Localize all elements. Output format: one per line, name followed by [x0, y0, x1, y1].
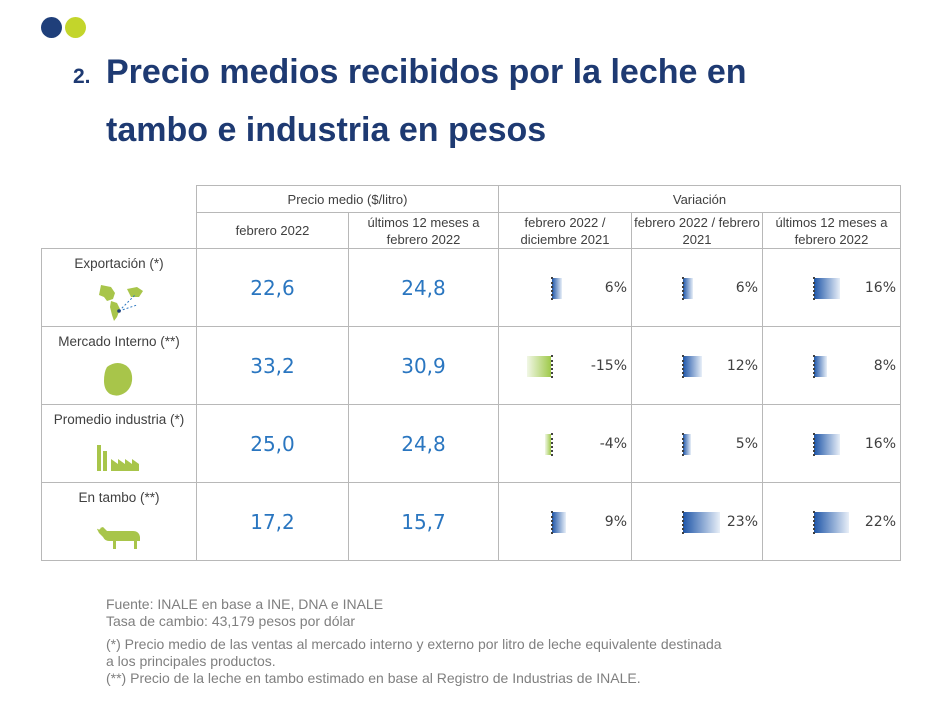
price-12-months: 24,8: [348, 404, 499, 483]
variation-percent: 16%: [864, 436, 896, 452]
section-number: 2.: [73, 65, 91, 88]
variation-cell: 6%: [498, 248, 632, 327]
bar-axis: [813, 277, 815, 300]
price-feb-2022: 17,2: [196, 482, 349, 561]
col-header-var-dec: febrero 2022 / diciembre 2021: [498, 212, 632, 249]
variation-percent: 6%: [604, 280, 627, 296]
bar-axis: [551, 277, 553, 300]
group-header-variation: Variación: [498, 185, 901, 213]
footnotes: Fuente: INALE en base a INE, DNA e INALE…: [106, 596, 722, 687]
variation-cell: 22%: [762, 482, 901, 561]
row-label: Mercado Interno (**): [58, 334, 180, 349]
bar-axis: [682, 355, 684, 378]
uruguay-map-icon: [42, 359, 196, 399]
variation-bar: [683, 278, 693, 299]
variation-cell: 16%: [762, 404, 901, 483]
variation-cell: 9%: [498, 482, 632, 561]
variation-bar: [814, 512, 850, 533]
variation-cell: -4%: [498, 404, 632, 483]
variation-percent: 23%: [726, 514, 758, 530]
variation-percent: 6%: [735, 280, 758, 296]
bar-axis: [813, 355, 815, 378]
variation-cell: 5%: [631, 404, 763, 483]
lime-dot: [65, 17, 86, 38]
factory-icon: [42, 437, 196, 477]
variation-cell: 23%: [631, 482, 763, 561]
variation-bar: [814, 356, 827, 377]
variation-bar: [683, 434, 691, 455]
variation-bar: [814, 434, 840, 455]
col-header-var-12m: últimos 12 meses a febrero 2022: [762, 212, 901, 249]
variation-bar: [544, 434, 551, 455]
row-label-cell: En tambo (**): [41, 482, 197, 561]
row-label-cell: Exportación (*): [41, 248, 197, 327]
price-12-months: 30,9: [348, 326, 499, 405]
row-label-cell: Mercado Interno (**): [41, 326, 197, 405]
variation-percent: 8%: [873, 358, 896, 374]
note-2: (**) Precio de la leche en tambo estimad…: [106, 670, 641, 686]
variation-bar: [552, 278, 562, 299]
navy-dot: [41, 17, 62, 38]
title-line-1: Precio medios recibidos por la leche en: [106, 53, 747, 91]
bar-axis: [551, 433, 553, 456]
price-table: Precio medio ($/litro) Variación febrero…: [41, 185, 901, 561]
variation-percent: 9%: [604, 514, 627, 530]
row-label: Promedio industria (*): [53, 412, 185, 427]
variation-cell: 6%: [631, 248, 763, 327]
price-12-months: 24,8: [348, 248, 499, 327]
bar-axis: [813, 511, 815, 534]
empty-corner: [41, 185, 197, 249]
variation-cell: 12%: [631, 326, 763, 405]
bar-axis: [682, 277, 684, 300]
note-1a: (*) Precio medio de las ventas al mercad…: [106, 636, 722, 652]
group-header-price: Precio medio ($/litro): [196, 185, 499, 213]
decorative-dots: [41, 17, 86, 38]
note-1b: a los principales productos.: [106, 653, 276, 669]
exchange-rate-note: Tasa de cambio: 43,179 pesos por dólar: [106, 613, 356, 629]
variation-cell: 16%: [762, 248, 901, 327]
variation-bar: [683, 356, 703, 377]
bar-axis: [682, 433, 684, 456]
bar-axis: [682, 511, 684, 534]
source-note: Fuente: INALE en base a INE, DNA e INALE: [106, 596, 384, 612]
variation-cell: 8%: [762, 326, 901, 405]
variation-bar: [814, 278, 840, 299]
variation-percent: 16%: [864, 280, 896, 296]
variation-percent: 12%: [726, 358, 758, 374]
variation-percent: 22%: [864, 514, 896, 530]
col-header-var-feb: febrero 2022 / febrero 2021: [631, 212, 763, 249]
world-map-icon: [42, 281, 196, 321]
variation-bar: [683, 512, 720, 533]
bar-axis: [551, 355, 553, 378]
row-label: En tambo (**): [78, 490, 160, 505]
variation-bar: [552, 512, 567, 533]
col-header-12m: últimos 12 meses a febrero 2022: [348, 212, 499, 249]
variation-percent: -15%: [590, 358, 627, 374]
variation-percent: 5%: [735, 436, 758, 452]
table-row: Exportación (*) 22,6 24,8 6% 6% 16%: [41, 248, 901, 327]
variation-percent: -4%: [599, 436, 627, 452]
price-feb-2022: 33,2: [196, 326, 349, 405]
row-label-cell: Promedio industria (*): [41, 404, 197, 483]
price-feb-2022: 25,0: [196, 404, 349, 483]
bar-axis: [813, 433, 815, 456]
table-row: Promedio industria (*) 25,0 24,8 -4% 5% 16%: [41, 404, 901, 483]
bar-axis: [551, 511, 553, 534]
row-label: Exportación (*): [74, 256, 164, 271]
price-12-months: 15,7: [348, 482, 499, 561]
price-feb-2022: 22,6: [196, 248, 349, 327]
table-row: En tambo (**) 17,2 15,7 9% 23% 22%: [41, 482, 901, 561]
cow-icon: [42, 515, 196, 555]
table-row: Mercado Interno (**) 33,2 30,9 -15% 12% 8%: [41, 326, 901, 405]
col-header-feb2022: febrero 2022: [196, 212, 349, 249]
variation-bar: [527, 356, 551, 377]
variation-cell: -15%: [498, 326, 632, 405]
title-line-2: tambo e industria en pesos: [106, 111, 547, 149]
